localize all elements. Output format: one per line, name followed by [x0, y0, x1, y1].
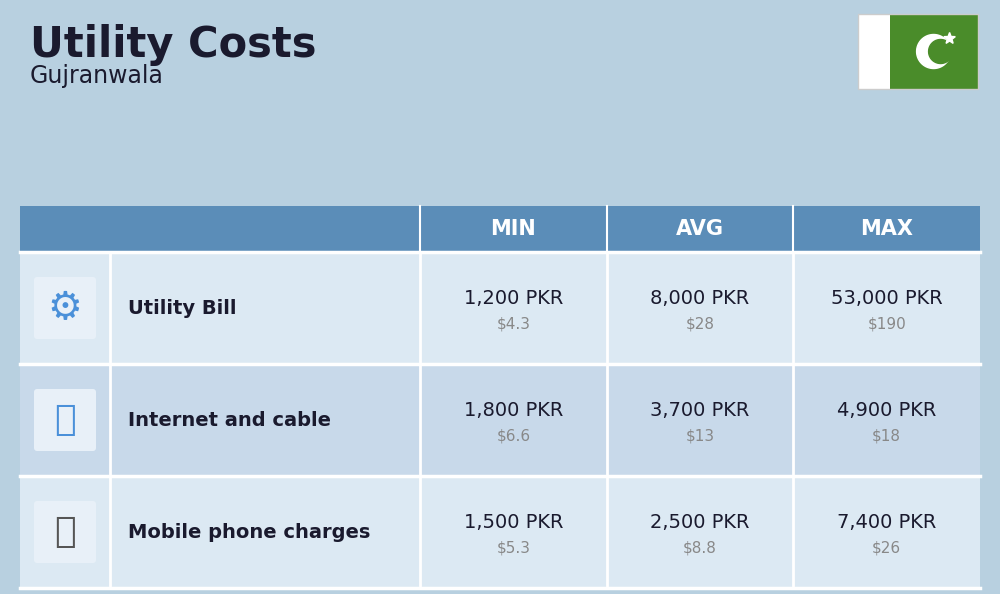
FancyBboxPatch shape: [890, 14, 978, 89]
Text: $26: $26: [872, 541, 901, 555]
Text: Gujranwala: Gujranwala: [30, 64, 164, 88]
Text: $190: $190: [867, 317, 906, 331]
Text: $18: $18: [872, 428, 901, 444]
Text: $8.8: $8.8: [683, 541, 717, 555]
Text: Mobile phone charges: Mobile phone charges: [128, 523, 370, 542]
Text: $13: $13: [685, 428, 715, 444]
Text: $5.3: $5.3: [496, 541, 530, 555]
FancyBboxPatch shape: [34, 501, 96, 563]
FancyBboxPatch shape: [20, 252, 980, 364]
Text: $6.6: $6.6: [496, 428, 530, 444]
Text: 1,500 PKR: 1,500 PKR: [464, 513, 563, 532]
FancyBboxPatch shape: [20, 476, 980, 588]
FancyBboxPatch shape: [858, 14, 890, 89]
FancyBboxPatch shape: [34, 389, 96, 451]
Polygon shape: [917, 34, 951, 68]
Text: 1,800 PKR: 1,800 PKR: [464, 400, 563, 419]
FancyBboxPatch shape: [20, 364, 980, 476]
Text: MIN: MIN: [490, 219, 536, 239]
Text: 4,900 PKR: 4,900 PKR: [837, 400, 936, 419]
Text: 3,700 PKR: 3,700 PKR: [650, 400, 750, 419]
Text: Utility Bill: Utility Bill: [128, 299, 237, 318]
Polygon shape: [929, 39, 953, 64]
Text: 📱: 📱: [54, 515, 76, 549]
FancyBboxPatch shape: [34, 277, 96, 339]
Polygon shape: [944, 33, 955, 43]
Text: MAX: MAX: [860, 219, 913, 239]
FancyBboxPatch shape: [20, 206, 980, 252]
Text: 8,000 PKR: 8,000 PKR: [650, 289, 750, 308]
Text: 1,200 PKR: 1,200 PKR: [464, 289, 563, 308]
Text: AVG: AVG: [676, 219, 724, 239]
Text: Utility Costs: Utility Costs: [30, 24, 316, 66]
Text: $28: $28: [686, 317, 714, 331]
Text: ⚙: ⚙: [48, 289, 82, 327]
Text: 53,000 PKR: 53,000 PKR: [831, 289, 943, 308]
Text: 2,500 PKR: 2,500 PKR: [650, 513, 750, 532]
Text: 📶: 📶: [54, 403, 76, 437]
Text: 7,400 PKR: 7,400 PKR: [837, 513, 936, 532]
Text: $4.3: $4.3: [496, 317, 530, 331]
Text: Internet and cable: Internet and cable: [128, 410, 331, 429]
